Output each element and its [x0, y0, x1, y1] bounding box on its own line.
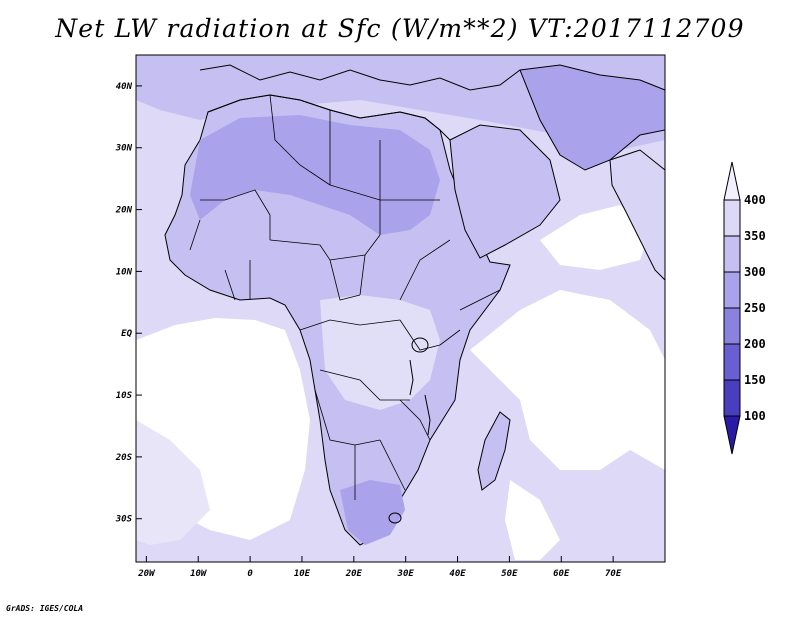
lat-tick-label: 10S	[116, 391, 133, 401]
lat-tick-label: 30N	[115, 144, 133, 154]
colorbar-swatch	[723, 235, 741, 273]
lon-tick-label: 70E	[605, 569, 622, 579]
colorbar-top-arrow	[723, 161, 741, 201]
colorbar-level-label: 100	[744, 409, 766, 423]
south-africa-dark-shade	[340, 480, 405, 545]
colorbar-level-label: 350	[744, 229, 766, 243]
lon-tick-label: 0	[247, 569, 253, 579]
europe-coast	[199, 64, 521, 91]
map-area	[135, 54, 666, 563]
madagascar-land	[477, 411, 511, 491]
arabia-land	[449, 124, 561, 259]
colorbar-level-label: 150	[744, 373, 766, 387]
colorbar: 400 350 300 250 200 150 100	[723, 161, 766, 455]
india-land	[609, 149, 666, 282]
colorbar-bottom-arrow	[723, 415, 741, 455]
mediterranean-south-coast	[207, 94, 451, 141]
central-africa-light	[320, 295, 440, 410]
colorbar-swatch	[723, 307, 741, 345]
ocean-light-band-sw	[136, 420, 210, 545]
chart-title: Net LW radiation at Sfc (W/m**2) VT:2017…	[55, 14, 745, 43]
colorbar-level-label: 200	[744, 337, 766, 351]
lon-tick-label: 60E	[553, 569, 570, 579]
lon-tick-label: 10W	[190, 569, 208, 579]
asia-land	[519, 64, 666, 171]
longitude-axis: 20W 10W 0 10E 20E 30E 40E 50E 60E 70E	[137, 556, 622, 579]
lat-tick-label: EQ	[121, 329, 132, 339]
lon-tick-label: 20E	[345, 569, 363, 579]
lakes	[388, 337, 431, 524]
colorbar-swatch	[723, 343, 741, 381]
ocean-white-region-indian-south	[505, 480, 560, 560]
colorbar-level-label: 400	[744, 193, 766, 207]
grads-credit: GrADS: IGES/COLA	[6, 604, 84, 613]
lat-tick-label: 30S	[115, 515, 133, 525]
lat-tick-label: 20S	[115, 453, 133, 463]
colorbar-level-label: 300	[744, 265, 766, 279]
ocean-white-region-indian	[470, 290, 665, 470]
lon-tick-label: 40E	[449, 569, 466, 579]
lon-tick-label: 10E	[294, 569, 311, 579]
lat-tick-label: 40N	[116, 82, 133, 92]
colorbar-swatch	[723, 199, 741, 237]
lon-tick-label: 30E	[397, 569, 415, 579]
lat-tick-label: 20N	[115, 206, 133, 216]
lat-tick-label: 10N	[116, 267, 133, 277]
colorbar-swatch	[723, 271, 741, 309]
map-frame	[135, 54, 666, 563]
latitude-axis: 40N 30N 20N 10N EQ 10S 20S 30S	[115, 82, 142, 525]
lon-tick-label: 20W	[137, 569, 156, 579]
colorbar-level-label: 250	[744, 301, 766, 315]
lon-tick-label: 50E	[501, 569, 518, 579]
colorbar-swatch	[723, 379, 741, 417]
ocean-white-region-arabian	[540, 205, 650, 270]
country-borders	[189, 94, 501, 500]
